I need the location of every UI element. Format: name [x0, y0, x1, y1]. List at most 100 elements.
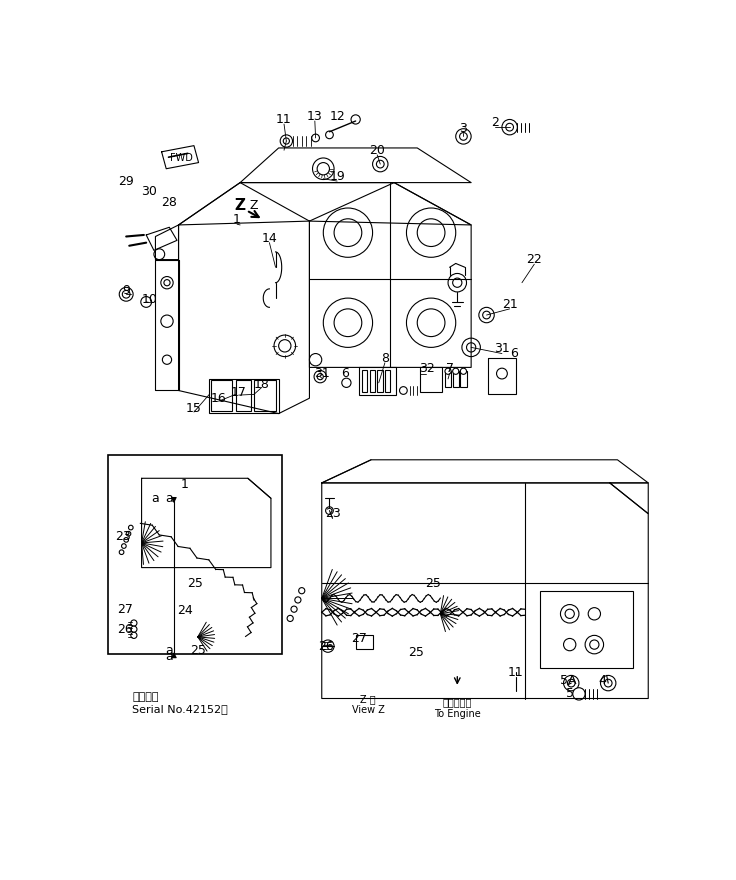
Circle shape — [161, 315, 173, 327]
Text: 21: 21 — [502, 297, 517, 311]
Text: 25: 25 — [408, 646, 424, 659]
Circle shape — [588, 607, 601, 620]
Circle shape — [590, 640, 599, 649]
Circle shape — [141, 297, 152, 307]
Text: 14: 14 — [261, 231, 277, 245]
Text: Z: Z — [250, 199, 258, 212]
Text: a: a — [166, 644, 173, 657]
Circle shape — [456, 128, 471, 144]
Circle shape — [417, 309, 445, 337]
Circle shape — [453, 368, 459, 374]
Circle shape — [325, 507, 333, 515]
Circle shape — [131, 632, 137, 639]
Bar — [460, 371, 467, 386]
Circle shape — [585, 635, 604, 654]
Circle shape — [299, 588, 305, 594]
Text: 8: 8 — [381, 352, 389, 364]
Circle shape — [462, 338, 481, 356]
Circle shape — [400, 386, 407, 394]
Circle shape — [322, 640, 334, 652]
Circle shape — [564, 639, 576, 651]
Circle shape — [460, 368, 467, 374]
Circle shape — [417, 219, 445, 246]
Circle shape — [314, 370, 326, 383]
Text: 4: 4 — [598, 673, 606, 686]
Text: 27: 27 — [117, 603, 132, 616]
Text: 23: 23 — [116, 531, 131, 543]
Circle shape — [287, 615, 293, 621]
Text: 16: 16 — [210, 392, 227, 405]
Bar — [362, 370, 367, 392]
Circle shape — [565, 609, 574, 619]
Bar — [209, 379, 279, 413]
Circle shape — [459, 133, 467, 140]
Text: 5A: 5A — [560, 673, 576, 686]
Text: 10: 10 — [141, 293, 158, 306]
Circle shape — [161, 276, 173, 289]
Text: エンジンへ
To Engine: エンジンへ To Engine — [434, 697, 481, 719]
Bar — [385, 370, 390, 392]
Circle shape — [291, 606, 297, 612]
Text: 23: 23 — [325, 507, 341, 520]
Circle shape — [309, 354, 322, 366]
Circle shape — [502, 120, 517, 135]
Bar — [420, 368, 442, 392]
Bar — [355, 635, 372, 649]
Circle shape — [274, 335, 296, 356]
Text: 2: 2 — [491, 116, 499, 129]
Circle shape — [163, 355, 171, 364]
Circle shape — [121, 544, 126, 548]
Circle shape — [313, 158, 334, 180]
Circle shape — [601, 676, 616, 691]
Bar — [488, 358, 516, 393]
Text: 1: 1 — [181, 478, 188, 491]
Text: 26: 26 — [117, 623, 132, 635]
Circle shape — [317, 163, 330, 175]
Circle shape — [131, 620, 137, 627]
Text: 25: 25 — [188, 576, 203, 590]
Circle shape — [342, 378, 351, 387]
Text: 11: 11 — [508, 666, 524, 678]
Text: a: a — [152, 492, 159, 505]
Circle shape — [119, 288, 133, 301]
Bar — [445, 371, 451, 386]
Bar — [378, 370, 383, 392]
Text: 7: 7 — [445, 363, 453, 376]
Circle shape — [334, 309, 362, 337]
Circle shape — [122, 290, 130, 298]
Circle shape — [283, 138, 289, 144]
Circle shape — [164, 280, 170, 286]
Circle shape — [323, 208, 372, 257]
Text: 31: 31 — [314, 367, 330, 380]
Circle shape — [483, 312, 490, 319]
Text: 26: 26 — [319, 640, 334, 653]
Circle shape — [280, 135, 292, 147]
Circle shape — [497, 368, 507, 379]
Text: Z 版
View Z: Z 版 View Z — [352, 693, 384, 715]
Circle shape — [406, 208, 456, 257]
Text: 13: 13 — [307, 110, 322, 123]
Text: 適用号機
Serial No.42152～: 適用号機 Serial No.42152～ — [132, 693, 228, 714]
Text: 5: 5 — [566, 687, 573, 700]
Text: 19: 19 — [329, 170, 345, 183]
Text: 12: 12 — [329, 110, 345, 123]
Circle shape — [445, 368, 451, 374]
Circle shape — [131, 627, 137, 633]
Bar — [211, 380, 233, 411]
Bar — [358, 368, 396, 395]
Bar — [254, 380, 275, 411]
Text: 32: 32 — [419, 363, 434, 376]
Circle shape — [573, 688, 585, 700]
Text: 25: 25 — [191, 644, 207, 657]
Text: 28: 28 — [161, 196, 177, 209]
Text: 6: 6 — [341, 367, 349, 380]
Circle shape — [119, 550, 124, 554]
Text: 29: 29 — [118, 174, 134, 187]
Circle shape — [567, 679, 575, 687]
Text: FWD: FWD — [170, 153, 193, 163]
Circle shape — [604, 679, 612, 687]
Text: a: a — [166, 492, 173, 505]
Circle shape — [323, 298, 372, 348]
Circle shape — [334, 219, 362, 246]
Bar — [236, 380, 251, 411]
